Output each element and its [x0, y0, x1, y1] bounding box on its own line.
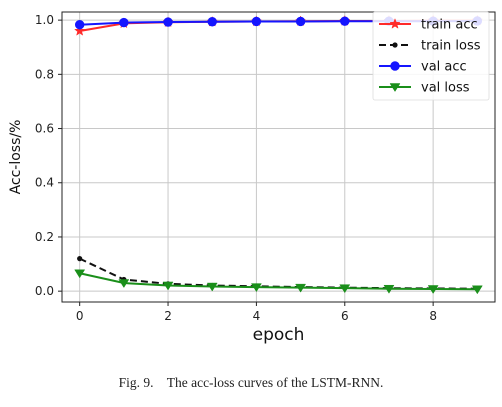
data-point-val-loss: [339, 284, 351, 294]
x-axis-label: epoch: [253, 325, 305, 345]
data-point-val-loss: [383, 284, 395, 294]
plot-area-frame: [61, 11, 496, 303]
data-point-val-acc: [207, 17, 217, 27]
data-point-val-loss: [206, 282, 218, 292]
legend-marker-train-loss: [392, 42, 398, 48]
legend-marker-train-acc: [389, 18, 401, 29]
x-tick-label: 0: [76, 309, 84, 323]
data-point-val-loss: [295, 283, 307, 293]
data-point-val-loss: [118, 279, 130, 288]
data-point-val-loss: [427, 285, 439, 294]
y-tick-label: 1.0: [35, 13, 54, 27]
legend: train acc train loss val acc val loss: [372, 11, 490, 101]
y-tick-label: 0.0: [35, 284, 54, 298]
data-point-val-loss: [250, 283, 262, 293]
legend-label-val-loss: val loss: [421, 81, 470, 96]
data-point-train-loss: [77, 256, 83, 262]
data-point-val-loss: [74, 269, 86, 279]
data-point-val-acc: [340, 16, 350, 26]
figure-caption: Fig. 9. The acc-loss curves of the LSTM-…: [119, 375, 384, 390]
series-line-val-loss: [79, 272, 478, 291]
x-tick-label: 2: [164, 309, 172, 323]
x-tick-label: 8: [429, 309, 437, 323]
y-axis-label: Acc-loss/%: [8, 120, 24, 195]
legend-marker-val-loss: [389, 83, 401, 92]
legend-label-train-acc: train acc: [421, 18, 478, 33]
legend-marker-val-acc: [390, 61, 400, 71]
data-point-val-acc: [119, 17, 129, 28]
data-point-train-acc: [74, 25, 86, 36]
legend-label-train-loss: train loss: [421, 39, 481, 54]
y-tick-label: 0.4: [35, 176, 54, 190]
y-tick-label: 0.8: [35, 67, 54, 81]
axis-ticks: 0 2 4 6 8 0.0 0.2 0.4 0.6 0.8 1.0: [35, 13, 437, 323]
data-point-val-acc: [163, 17, 173, 27]
data-point-val-acc: [74, 20, 85, 30]
data-point-val-acc: [295, 16, 306, 27]
y-tick-label: 0.2: [35, 230, 54, 244]
legend-box: [372, 11, 490, 101]
x-tick-label: 4: [253, 309, 261, 323]
x-tick-label: 6: [341, 309, 349, 323]
data-point-val-acc: [251, 16, 262, 27]
y-tick-label: 0.6: [35, 122, 54, 136]
legend-label-val-acc: val acc: [421, 60, 467, 75]
data-point-val-loss: [162, 281, 174, 291]
data-point-val-loss: [471, 285, 483, 295]
